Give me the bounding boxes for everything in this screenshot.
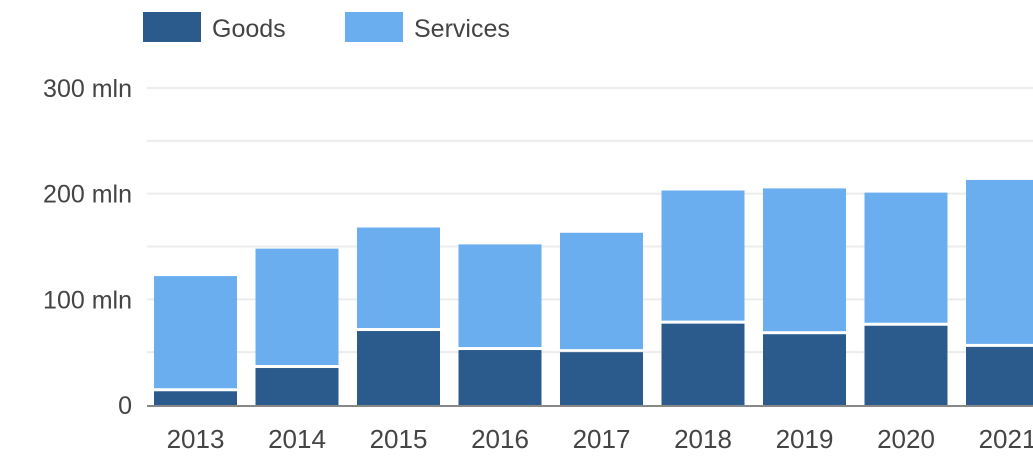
y-axis: 0 100 mln 200 mln 300 mln [43,75,132,420]
bar-goods-2015[interactable] [357,331,440,405]
bar-goods-2014[interactable] [255,368,339,405]
bar-goods-2013[interactable] [154,391,237,405]
chart-legend: Goods Services [143,12,510,43]
bar-services-2020[interactable] [864,192,948,323]
x-tick-label: 2019 [776,424,834,454]
bar-goods-2019[interactable] [763,334,846,405]
bar-goods-2020[interactable] [864,325,948,405]
x-tick-label: 2013 [167,424,225,454]
y-tick-label: 100 mln [43,286,132,314]
bar-goods-2021[interactable] [966,346,1033,405]
y-tick-label: 0 [118,392,132,420]
bar-goods-2016[interactable] [458,350,542,405]
bar-goods-2018[interactable] [661,323,745,405]
bar-goods-2017[interactable] [560,352,643,405]
bar-services-2015[interactable] [357,227,440,329]
x-tick-label: 2017 [573,424,631,454]
legend-label-services[interactable]: Services [414,15,510,43]
bar-services-2019[interactable] [763,188,846,332]
x-tick-label: 2015 [370,424,428,454]
legend-swatch-goods[interactable] [143,12,201,42]
bar-services-2018[interactable] [661,190,745,321]
x-axis: 2013 2014 2015 2016 2017 2018 2019 2020 2021 [147,405,1033,454]
y-tick-label: 300 mln [43,75,132,103]
x-tick-label: 2016 [471,424,529,454]
bar-services-2016[interactable] [458,244,542,348]
x-tick-label: 2018 [674,424,732,454]
bar-services-2013[interactable] [154,276,237,389]
x-tick-label: 2014 [268,424,326,454]
bar-group [154,179,1033,405]
bar-services-2014[interactable] [255,248,339,366]
bar-services-2021[interactable] [966,179,1033,344]
x-tick-label: 2021 [979,424,1033,454]
y-tick-label: 200 mln [43,181,132,209]
x-tick-label: 2020 [877,424,935,454]
legend-label-goods[interactable]: Goods [212,15,286,43]
bar-services-2017[interactable] [560,232,643,350]
legend-swatch-services[interactable] [345,12,403,42]
